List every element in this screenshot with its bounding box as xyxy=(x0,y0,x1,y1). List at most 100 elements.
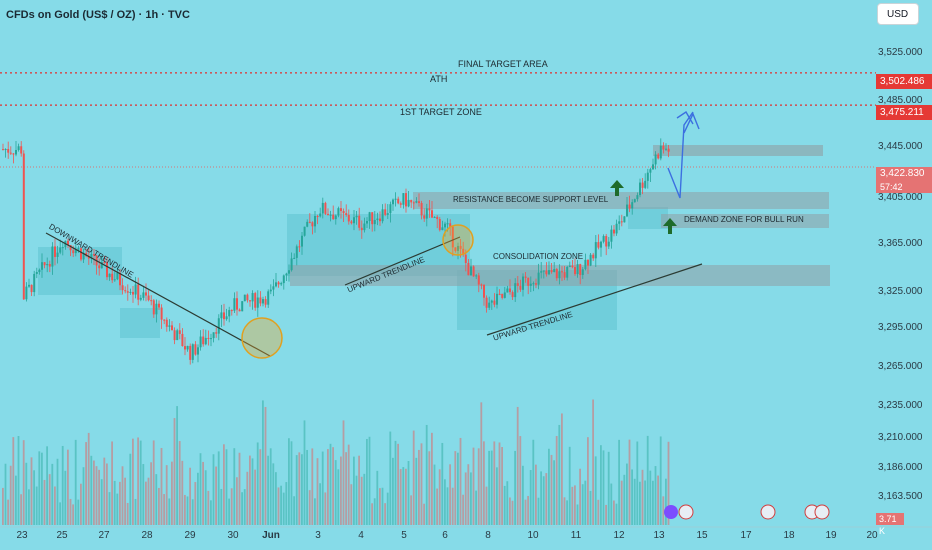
volume-bar xyxy=(145,481,147,525)
volume-bar xyxy=(532,439,535,525)
volume-bar xyxy=(139,440,142,525)
volume-bar xyxy=(199,453,202,525)
volume-bar xyxy=(51,463,54,525)
candle xyxy=(516,283,519,286)
volume-bar xyxy=(381,487,384,525)
volume-bar xyxy=(93,460,95,525)
volume-bar xyxy=(550,454,553,525)
volume-bar xyxy=(25,462,28,525)
candle xyxy=(592,254,595,259)
candle xyxy=(22,153,25,300)
volume-bar xyxy=(119,481,121,525)
candle xyxy=(337,208,340,216)
candle xyxy=(574,267,576,275)
candle xyxy=(145,292,147,296)
volume-bar xyxy=(620,480,623,525)
candle xyxy=(155,303,158,315)
ath-label: ATH xyxy=(430,74,448,84)
volume-bar xyxy=(366,438,368,525)
consolidation-zone-label: CONSOLIDATION ZONE xyxy=(493,252,584,261)
volume-bar xyxy=(165,465,168,525)
candle xyxy=(7,148,10,153)
candle xyxy=(321,202,324,214)
candle xyxy=(418,201,420,204)
time-tick: 8 xyxy=(485,530,491,541)
currency-button[interactable]: USD xyxy=(877,3,919,25)
candle xyxy=(550,270,553,273)
candle xyxy=(527,277,530,286)
candle xyxy=(654,154,657,165)
first-target-label: 1ST TARGET ZONE xyxy=(400,107,482,117)
candle xyxy=(360,227,363,231)
volume-bar xyxy=(249,455,251,525)
candle xyxy=(610,229,613,242)
candle xyxy=(56,252,59,257)
volume-bar xyxy=(22,440,25,525)
volume-bar xyxy=(132,438,134,525)
volume-bar xyxy=(355,475,358,525)
upward-trendline xyxy=(486,263,703,336)
volume-bar xyxy=(584,480,587,525)
candle xyxy=(488,302,491,308)
volume-bar xyxy=(613,500,615,525)
volume-bar xyxy=(553,460,555,525)
volume-bar xyxy=(444,479,446,525)
volume-bar xyxy=(223,444,225,525)
volume-bar xyxy=(316,458,319,525)
candle xyxy=(197,347,199,355)
volume-bar xyxy=(615,503,618,525)
candle xyxy=(641,182,644,188)
volume-bar xyxy=(59,502,61,525)
candle xyxy=(41,262,43,270)
candle xyxy=(119,272,121,286)
volume-bar xyxy=(194,482,197,525)
volume-bar xyxy=(267,455,269,525)
volume-bar xyxy=(230,488,233,525)
candle xyxy=(644,180,647,188)
volume-bar xyxy=(516,406,519,525)
candle xyxy=(363,223,366,231)
volume-bar xyxy=(433,464,436,525)
volume-bar xyxy=(264,406,267,525)
candle xyxy=(28,284,30,287)
candle xyxy=(561,271,563,273)
candle xyxy=(189,345,192,360)
candle xyxy=(46,264,49,266)
candle xyxy=(657,154,660,159)
volume-bar xyxy=(605,504,607,525)
candle xyxy=(163,319,166,321)
candle xyxy=(303,226,306,236)
candle xyxy=(485,297,488,308)
us-flag-icon[interactable] xyxy=(760,504,776,520)
volume-bar xyxy=(176,406,178,525)
time-tick: 23 xyxy=(16,530,28,541)
volume-bar xyxy=(342,420,345,525)
price-tick: 3,525.000 xyxy=(878,47,923,58)
volume-bar xyxy=(600,445,602,525)
volume-bar xyxy=(415,457,418,525)
candle xyxy=(589,254,592,266)
candle xyxy=(230,310,233,312)
candle xyxy=(207,337,210,339)
candle xyxy=(15,150,17,155)
volume-bar xyxy=(38,451,41,525)
us-flag-icon[interactable] xyxy=(814,504,830,520)
volume-bar xyxy=(124,477,126,525)
volume-bar xyxy=(412,430,415,525)
volume-bar xyxy=(277,487,280,525)
candle xyxy=(581,269,584,275)
time-tick: 19 xyxy=(825,530,837,541)
volume-bar xyxy=(501,447,503,525)
candle xyxy=(462,248,465,255)
volume-bar xyxy=(337,469,340,525)
us-flag-icon[interactable] xyxy=(678,504,694,520)
candle xyxy=(74,249,77,254)
event-icon[interactable] xyxy=(664,505,678,519)
candle xyxy=(38,269,41,273)
volume-bar xyxy=(142,464,145,525)
volume-bar xyxy=(215,466,217,525)
volume-bar xyxy=(254,469,256,525)
volume-bar xyxy=(217,451,220,525)
candle xyxy=(51,246,54,267)
